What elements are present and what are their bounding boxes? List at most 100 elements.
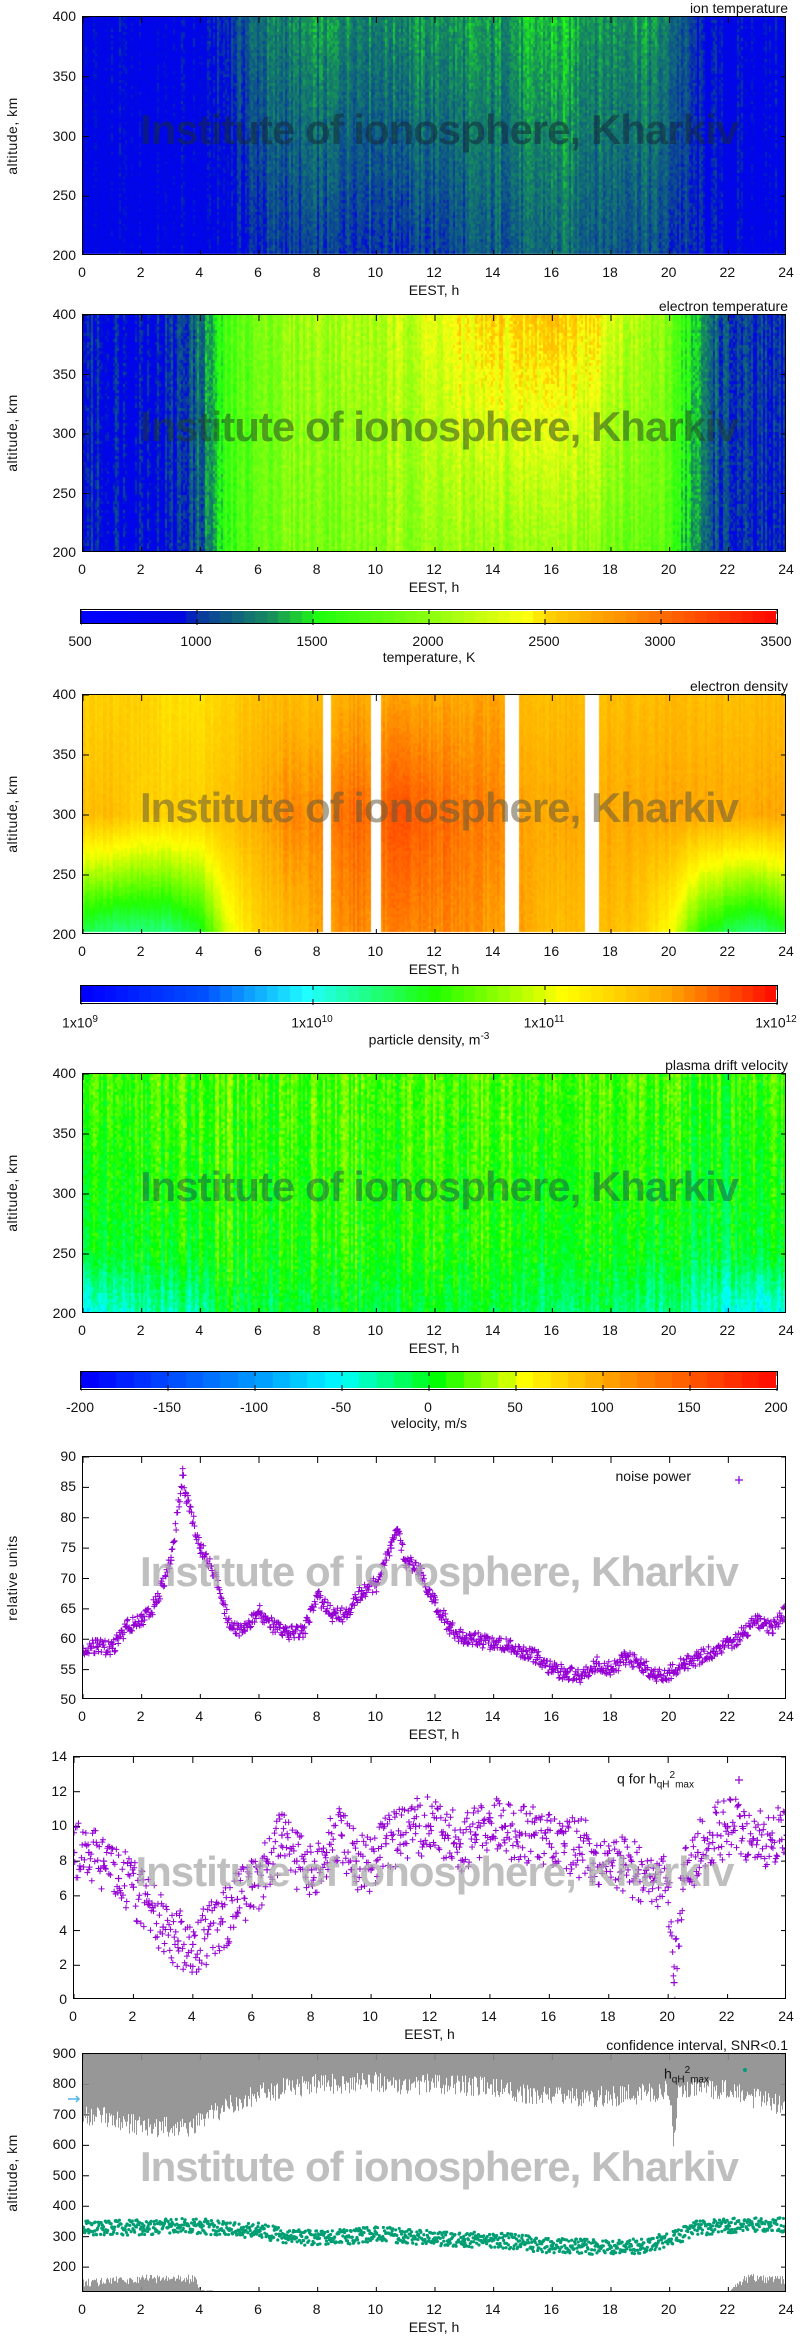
hmax-point	[299, 2241, 303, 2245]
hmax-point	[540, 2250, 544, 2254]
x-tick-label: 0	[69, 2008, 77, 2024]
hmax-point	[531, 2249, 536, 2254]
hmax-point	[519, 2245, 523, 2249]
hmax-point	[642, 2241, 646, 2245]
data-point	[308, 1866, 316, 1874]
hmax-point	[706, 2227, 710, 2231]
colorbar-gradient	[81, 986, 776, 1002]
hmax-point	[710, 2224, 715, 2228]
hmax-point	[342, 2228, 346, 2232]
hmax-point	[143, 2232, 147, 2237]
colorbar-tick-label: 500	[68, 633, 92, 649]
hmax-point	[573, 2242, 577, 2246]
y-tick-label: 400	[52, 1065, 76, 1081]
hmax-point	[465, 2231, 469, 2236]
tick-base: 1x10	[523, 1014, 554, 1031]
x-tick-label: 24	[778, 1708, 794, 1724]
data-point	[433, 2236, 437, 2241]
data-point	[501, 1822, 509, 1830]
legend-sup: 2	[684, 2065, 691, 2076]
x-tick-label: 6	[254, 561, 262, 577]
hmax-point	[653, 2248, 657, 2252]
data-point	[204, 1930, 212, 1938]
x-tick-label: 14	[484, 2301, 501, 2317]
data-point	[578, 1672, 586, 1680]
hmax-point	[212, 2223, 217, 2227]
x-tick-label: 22	[718, 2008, 735, 2024]
legend-marker-dot	[743, 2068, 747, 2072]
hmax-point	[472, 2240, 476, 2244]
axes-electron-temperature	[83, 315, 785, 551]
colorbar-tick-label: -200	[65, 1399, 95, 1415]
y-tick-label: 300	[52, 1185, 76, 1201]
hmax-point	[326, 2230, 330, 2234]
data-point	[115, 1875, 123, 1882]
x-tick-label: 14	[484, 264, 501, 280]
data-point	[695, 1653, 703, 1661]
hmax-point	[391, 2227, 395, 2231]
data-point	[607, 1666, 615, 1674]
hmax-point	[266, 2224, 270, 2228]
legend-label: hqH2max	[664, 2063, 709, 2088]
hmax-point	[462, 2234, 466, 2238]
hmax-point	[693, 2222, 698, 2226]
data-point	[328, 1611, 336, 1619]
y-tick-label: 300	[52, 806, 76, 822]
hmax-point	[365, 2225, 369, 2230]
axes-ion-temperature	[83, 17, 785, 254]
y-axis-label: altitude, km	[4, 775, 20, 853]
hmax-point	[124, 2230, 129, 2234]
data-point	[129, 1883, 137, 1891]
hmax-point	[495, 2233, 499, 2238]
hmax-point	[425, 2228, 429, 2233]
x-tick-label: 8	[306, 2008, 315, 2024]
data-point	[550, 2243, 555, 2248]
data-point	[382, 1840, 390, 1848]
data-point	[263, 1866, 271, 1874]
x-tick-label: 6	[254, 264, 262, 280]
data-point	[219, 1918, 227, 1926]
hmax-point	[768, 2220, 773, 2225]
data-point	[123, 1623, 131, 1631]
hmax-point	[574, 2237, 578, 2241]
colorbar-tick-label: -50	[330, 1399, 352, 1415]
hmax-point	[349, 2229, 353, 2233]
hmax-point	[318, 2242, 322, 2246]
hmax-point	[394, 2228, 398, 2232]
hmax-point	[615, 2246, 620, 2250]
hmax-point	[192, 2220, 197, 2224]
hmax-point	[96, 2226, 100, 2230]
colorbar-temperature	[80, 609, 778, 625]
colorbar-label: particle density, m-3	[80, 1029, 778, 1048]
hmax-point	[262, 2227, 266, 2231]
y-tick-label: 200	[52, 2258, 76, 2275]
x-axis-label: EEST, h	[408, 579, 460, 595]
data-point	[374, 2231, 379, 2236]
data-point	[323, 1848, 331, 1856]
hmax-point	[752, 2227, 756, 2231]
hmax-point	[580, 2238, 584, 2243]
y-tick-label: 400	[52, 2197, 76, 2214]
hmax-point	[770, 2228, 774, 2233]
hmax-point	[696, 2222, 701, 2226]
hmax-point	[209, 2219, 214, 2223]
hmax-point	[290, 2239, 294, 2243]
hmax-point	[580, 2251, 584, 2255]
data-point	[393, 1526, 401, 1534]
data-point	[278, 1831, 286, 1839]
hmax-point	[198, 2231, 202, 2235]
hmax-point	[533, 2240, 537, 2245]
x-tick-label: 14	[484, 1708, 501, 1724]
x-tick-label: 6	[247, 2008, 256, 2024]
data-point	[680, 1660, 688, 1668]
x-tick-label: 6	[254, 1322, 262, 1338]
x-tick-label: 10	[362, 2008, 378, 2024]
data-point	[634, 1866, 642, 1874]
hmax-point	[294, 2236, 299, 2240]
data-point	[753, 1836, 761, 1844]
data-point	[785, 2222, 786, 2226]
x-tick-label: 18	[602, 264, 618, 280]
hmax-point	[289, 2233, 293, 2238]
colorbar-tick-label: 1x1012	[746, 1013, 800, 1030]
hmax-point	[513, 2232, 517, 2237]
